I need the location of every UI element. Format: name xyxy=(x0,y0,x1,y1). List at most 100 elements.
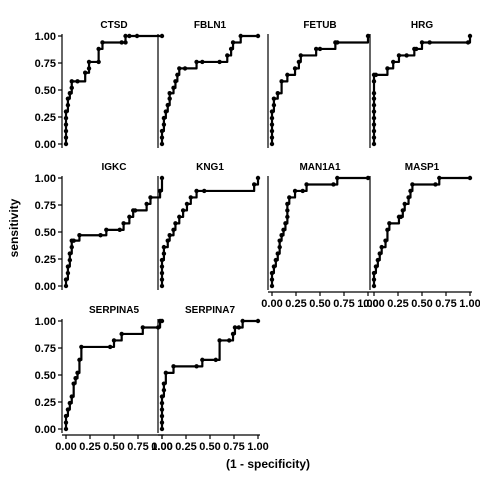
roc-point xyxy=(171,227,176,233)
roc-point xyxy=(200,59,205,65)
roc-point xyxy=(269,128,275,134)
roc-point xyxy=(159,394,165,399)
roc-point xyxy=(163,370,169,376)
roc-point xyxy=(161,381,167,386)
roc-point xyxy=(371,135,377,140)
roc-point xyxy=(77,233,82,238)
roc-point xyxy=(255,318,261,324)
roc-point xyxy=(419,40,425,45)
roc-point xyxy=(269,283,275,289)
roc-point xyxy=(159,141,165,147)
roc-point xyxy=(65,407,71,412)
x-tick-label: 0.00 xyxy=(363,298,384,310)
roc-point xyxy=(292,66,298,71)
roc-point xyxy=(104,227,109,233)
roc-point xyxy=(117,227,122,233)
roc-point xyxy=(161,115,167,121)
roc-point xyxy=(335,175,340,181)
roc-point xyxy=(300,188,305,194)
roc-point xyxy=(414,46,419,52)
roc-point xyxy=(69,85,74,91)
roc-point xyxy=(69,394,74,399)
y-tick-label: 0.25 xyxy=(35,254,56,266)
roc-point xyxy=(167,233,172,238)
y-tick-label: 0.00 xyxy=(35,424,56,436)
roc-point xyxy=(279,79,284,84)
roc-point xyxy=(437,175,442,181)
y-tick-label: 0.25 xyxy=(35,112,56,124)
roc-point xyxy=(67,400,73,406)
roc-point xyxy=(69,79,74,84)
panel-title: KNG1 xyxy=(196,162,224,173)
roc-point xyxy=(180,208,186,213)
roc-series-line xyxy=(64,178,164,286)
roc-point xyxy=(371,91,377,96)
roc-point xyxy=(159,264,165,269)
panel-title: CTSD xyxy=(100,20,127,31)
roc-point xyxy=(161,251,167,256)
roc-point xyxy=(100,40,105,45)
roc-point xyxy=(111,338,117,343)
y-tick-label: 1.00 xyxy=(35,31,56,43)
roc-point xyxy=(467,33,473,39)
roc-point xyxy=(371,277,377,282)
roc-series-line xyxy=(160,178,260,286)
roc-point xyxy=(83,70,88,75)
roc-point xyxy=(427,40,432,45)
roc-point xyxy=(269,277,275,282)
roc-point xyxy=(159,283,165,289)
x-tick-label: 0.75 xyxy=(333,298,354,310)
roc-series-line xyxy=(160,34,258,144)
roc-point xyxy=(271,96,277,101)
panel-title: SERPINA5 xyxy=(89,305,139,316)
roc-point xyxy=(175,72,180,78)
roc-point xyxy=(269,135,275,140)
roc-point xyxy=(251,182,257,187)
roc-point xyxy=(119,40,124,45)
panel-igkc: IGKC 0.00 0.25 0.50 0.75 1.00 xyxy=(35,162,165,293)
roc-point xyxy=(127,33,132,39)
roc-point xyxy=(159,175,165,181)
roc-point xyxy=(281,227,286,233)
panel-ctsd: CTSD 0.00 0.25 0.50 0.75 1.00 xyxy=(35,20,165,151)
roc-point xyxy=(167,91,172,96)
roc-point xyxy=(173,221,178,226)
roc-series-line xyxy=(160,319,258,429)
roc-point xyxy=(63,426,69,432)
roc-point xyxy=(273,257,279,263)
roc-series-line xyxy=(64,319,162,429)
roc-point xyxy=(236,325,241,330)
panel-title: FETUB xyxy=(303,20,336,31)
x-tick-label: 1.00 xyxy=(247,441,268,453)
roc-point xyxy=(285,208,290,213)
x-tick-label: 1.00 xyxy=(459,298,480,310)
roc-point xyxy=(296,59,302,65)
roc-point xyxy=(161,387,167,393)
roc-point xyxy=(317,46,323,52)
roc-point xyxy=(285,201,290,207)
roc-point xyxy=(287,195,292,200)
roc-point xyxy=(404,53,409,58)
roc-point xyxy=(86,59,92,65)
roc-point xyxy=(148,195,153,200)
roc-point xyxy=(408,188,413,194)
roc-point xyxy=(159,135,165,140)
roc-series-line xyxy=(372,176,470,286)
x-tick-label: 0.00 xyxy=(261,298,282,310)
x-tick-label: 0.50 xyxy=(309,298,330,310)
roc-point xyxy=(238,33,243,39)
roc-point xyxy=(65,264,71,269)
y-tick-label: 0.50 xyxy=(35,85,56,97)
roc-point xyxy=(171,85,176,91)
x-tick-label: 0.00 xyxy=(151,441,172,453)
x-tick-label: 0.25 xyxy=(79,441,100,453)
roc-point xyxy=(313,46,319,52)
roc-point xyxy=(371,115,377,121)
roc-point xyxy=(398,214,404,220)
roc-point xyxy=(194,59,199,65)
x-tick-label: 0.75 xyxy=(223,441,244,453)
y-tick-label: 0.75 xyxy=(35,343,56,355)
roc-point xyxy=(65,270,71,276)
roc-point xyxy=(402,201,407,207)
